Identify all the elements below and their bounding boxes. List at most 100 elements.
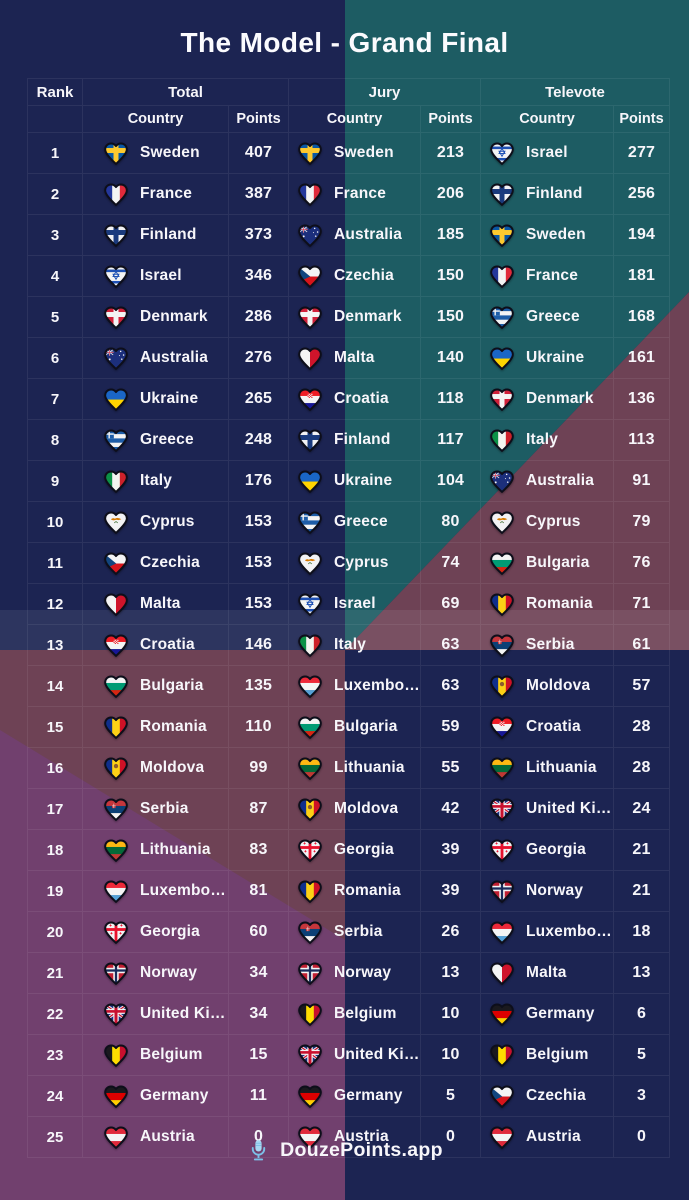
header-jury-country: Country (288, 106, 420, 132)
lithuania-flag-icon (104, 839, 128, 862)
total-points-cell: 276 (228, 338, 288, 378)
unitedkingdom-flag-icon (104, 1003, 128, 1026)
sweden-flag-icon (298, 142, 322, 165)
table-row: 8 Greece 248 Finland 117 Italy 113 (28, 419, 669, 460)
televote-country-label: Israel (526, 144, 568, 161)
table-row: 18 Lithuania 83 Georgia 39 Georgia 21 (28, 829, 669, 870)
televote-points-cell: 21 (613, 871, 669, 911)
denmark-flag-icon (298, 306, 322, 329)
bulgaria-flag-icon (490, 552, 514, 575)
moldova-flag-icon (104, 757, 128, 780)
rank-cell: 22 (46, 1005, 64, 1023)
total-country-cell: Finland (82, 215, 228, 255)
israel-flag-icon (298, 593, 322, 616)
jury-points-cell: 206 (420, 174, 480, 214)
total-points-cell: 153 (228, 584, 288, 624)
jury-country-label: Germany (334, 1087, 403, 1104)
televote-points-cell: 24 (613, 789, 669, 829)
televote-country-cell: Austria (480, 1117, 613, 1157)
jury-country-label: United Kin... (334, 1046, 420, 1063)
televote-country-label: United Kin... (526, 800, 613, 817)
croatia-flag-icon (298, 388, 322, 411)
total-country-label: Italy (140, 472, 173, 489)
jury-country-label: Norway (334, 964, 392, 981)
denmark-flag-icon (490, 388, 514, 411)
jury-points-cell: 80 (420, 502, 480, 542)
jury-country-cell: Cyprus (288, 543, 420, 583)
france-flag-icon (298, 183, 322, 206)
jury-country-label: Belgium (334, 1005, 397, 1022)
rank-cell: 3 (50, 226, 60, 244)
germany-flag-icon (104, 1085, 128, 1108)
table-header-groups: Rank Total Jury Televote (28, 79, 669, 105)
jury-country-cell: Italy (288, 625, 420, 665)
table-row: 15 Romania 110 Bulgaria 59 Croatia 28 (28, 706, 669, 747)
televote-country-cell: Bulgaria (480, 543, 613, 583)
jury-country-cell: Bulgaria (288, 707, 420, 747)
table-row: 10 Cyprus 153 Greece 80 Cyprus 79 (28, 501, 669, 542)
table-row: 5 Denmark 286 Denmark 150 Greece 168 (28, 296, 669, 337)
france-flag-icon (490, 265, 514, 288)
total-country-label: Lithuania (140, 841, 211, 858)
jury-country-label: Bulgaria (334, 718, 398, 735)
table-row: 14 Bulgaria 135 Luxembou... 63 Moldova 57 (28, 665, 669, 706)
jury-country-cell: Australia (288, 215, 420, 255)
total-country-cell: Ukraine (82, 379, 228, 419)
televote-country-cell: United Kin... (480, 789, 613, 829)
czechia-flag-icon (104, 552, 128, 575)
czechia-flag-icon (490, 1085, 514, 1108)
televote-points-cell: 18 (613, 912, 669, 952)
televote-country-cell: Serbia (480, 625, 613, 665)
table-row: 6 Australia 276 Malta 140 Ukraine 161 (28, 337, 669, 378)
jury-country-label: Israel (334, 595, 376, 612)
rank-cell: 15 (46, 718, 64, 736)
televote-country-label: Denmark (526, 390, 594, 407)
lithuania-flag-icon (490, 757, 514, 780)
header-jury: Jury (288, 79, 480, 105)
jury-points-cell: 140 (420, 338, 480, 378)
televote-country-cell: Lithuania (480, 748, 613, 788)
total-country-cell: Lithuania (82, 830, 228, 870)
jury-country-cell: Sweden (288, 133, 420, 173)
total-country-cell: Cyprus (82, 502, 228, 542)
ukraine-flag-icon (490, 347, 514, 370)
page-title: The Model - Grand Final (180, 27, 509, 58)
norway-flag-icon (104, 962, 128, 985)
jury-country-label: Serbia (334, 923, 383, 940)
jury-country-label: Georgia (334, 841, 394, 858)
televote-points-cell: 76 (613, 543, 669, 583)
serbia-flag-icon (490, 634, 514, 657)
total-points-cell: 146 (228, 625, 288, 665)
televote-country-label: Romania (526, 595, 593, 612)
televote-country-label: Germany (526, 1005, 595, 1022)
austria-flag-icon (298, 1126, 322, 1149)
televote-country-label: Czechia (526, 1087, 586, 1104)
jury-country-cell: Malta (288, 338, 420, 378)
jury-country-label: France (334, 185, 387, 202)
luxembourg-flag-icon (298, 675, 322, 698)
total-points-cell: 265 (228, 379, 288, 419)
belgium-flag-icon (490, 1044, 514, 1067)
brand-name: DouzePoints.app (280, 1139, 443, 1161)
jury-country-cell: Ukraine (288, 461, 420, 501)
total-points-cell: 407 (228, 133, 288, 173)
rank-cell: 7 (50, 390, 60, 408)
rank-cell: 23 (46, 1046, 64, 1064)
italy-flag-icon (104, 470, 128, 493)
televote-country-label: Cyprus (526, 513, 581, 530)
televote-points-cell: 61 (613, 625, 669, 665)
televote-country-label: Italy (526, 431, 559, 448)
jury-country-cell: Denmark (288, 297, 420, 337)
televote-points-cell: 3 (613, 1076, 669, 1116)
table-row: 21 Norway 34 Norway 13 Malta 13 (28, 952, 669, 993)
total-points-cell: 11 (228, 1076, 288, 1116)
total-country-label: Luxembou... (140, 882, 228, 899)
sweden-flag-icon (490, 224, 514, 247)
luxembourg-flag-icon (104, 880, 128, 903)
total-country-cell: United Kin... (82, 994, 228, 1034)
germany-flag-icon (298, 1085, 322, 1108)
televote-country-label: Norway (526, 882, 584, 899)
rank-cell: 20 (46, 923, 64, 941)
jury-points-cell: 213 (420, 133, 480, 173)
total-country-cell: Georgia (82, 912, 228, 952)
